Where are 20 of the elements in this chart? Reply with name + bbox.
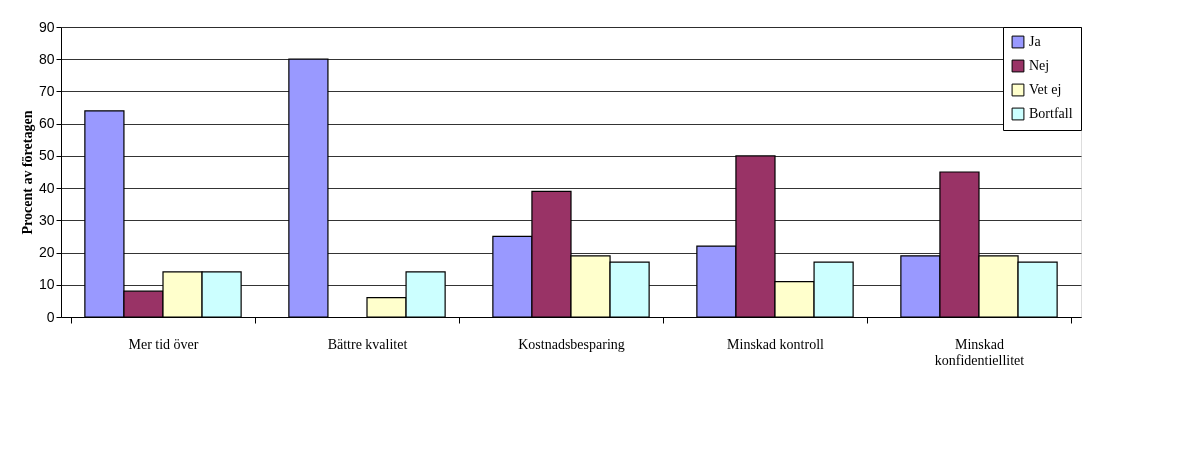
y-tick-label: 70 [38, 82, 55, 99]
x-tick-label: Minskad kontroll [727, 336, 825, 352]
legend-label: Bortfall [1029, 106, 1073, 121]
legend-label: Ja [1029, 34, 1042, 49]
y-tick-label: 40 [38, 179, 55, 196]
x-tick-label: Kostnadsbesparing [518, 336, 625, 352]
y-axis-title: Procent av företagen [19, 110, 35, 235]
legend-label: Vet ej [1029, 82, 1062, 97]
y-tick-label: 90 [38, 18, 55, 35]
y-tick-label: 0 [46, 308, 55, 325]
y-tick-label: 80 [38, 50, 55, 67]
y-tick-label: 30 [38, 211, 55, 228]
x-tick-label: Minskad konfidentiellitet [934, 336, 1025, 368]
y-tick-label: 20 [38, 244, 55, 261]
legend-label: Nej [1029, 58, 1050, 73]
y-tick-label: 60 [38, 115, 55, 132]
x-tick-label: Mer tid över [128, 336, 199, 352]
x-tick-label: Bättre kvalitet [327, 336, 408, 352]
y-tick-label: 50 [38, 147, 55, 164]
y-tick-label: 10 [38, 276, 55, 293]
